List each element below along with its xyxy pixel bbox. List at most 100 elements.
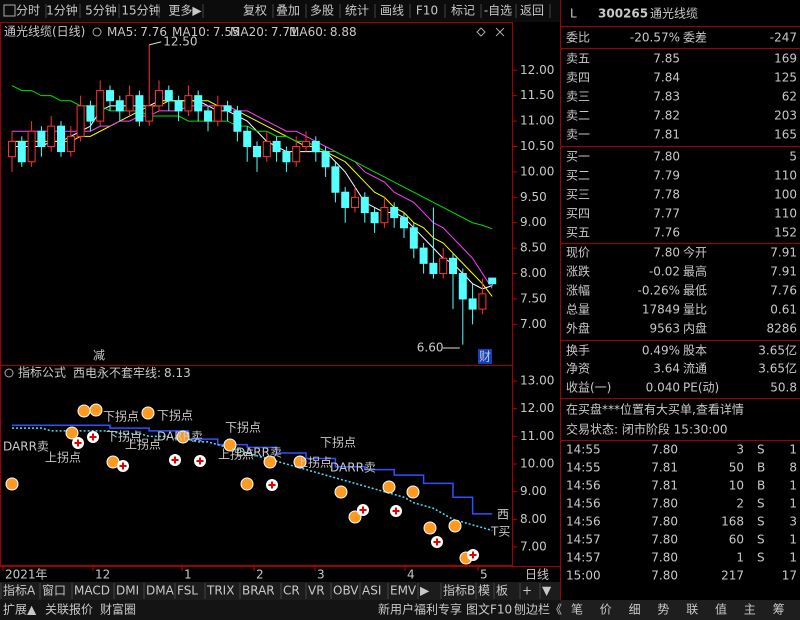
toolbar-button[interactable]: 叠加 xyxy=(276,4,300,18)
indicator-tab[interactable]: DMA xyxy=(146,584,175,598)
quote-tab[interactable]: 笔 xyxy=(571,602,583,617)
candle-body xyxy=(164,90,173,102)
toolbar-button[interactable]: 多股 xyxy=(310,4,334,18)
trade-time: 14:55 xyxy=(566,461,601,475)
stat-value: 7.80 xyxy=(653,246,680,260)
indicator-tab[interactable]: 板 xyxy=(496,584,508,598)
ratio-label: 委比 xyxy=(566,31,590,45)
period-label[interactable]: 日线 xyxy=(525,568,549,582)
quote-tab[interactable]: 联 xyxy=(686,603,698,617)
indicator-tab[interactable]: TRIX xyxy=(206,584,234,598)
trade-count: 17 xyxy=(782,569,797,583)
indicator-tab[interactable]: DMI xyxy=(116,584,139,598)
status-item[interactable]: 关联报价 xyxy=(45,602,93,617)
candle-body xyxy=(253,145,261,158)
stat-label: 量比 xyxy=(683,303,707,317)
toolbar-button[interactable]: 标记 xyxy=(451,4,475,18)
trade-count: 1 xyxy=(789,443,797,457)
trade-time: 14:56 xyxy=(566,479,601,493)
status-item[interactable]: 刨边栏《 xyxy=(514,602,562,617)
signal-label: 下拐点 xyxy=(157,408,193,423)
toolbar-button[interactable]: 分时 xyxy=(16,4,40,18)
signal-label: DARR卖 xyxy=(330,461,376,475)
y-tick-label: 12.00 xyxy=(520,401,554,415)
candle-body xyxy=(449,257,457,275)
indicator-tab[interactable]: EMV xyxy=(390,584,417,598)
status-item[interactable]: 图文F10 xyxy=(466,602,512,617)
book-label: 卖五 xyxy=(566,52,590,66)
book-volume: 5 xyxy=(789,150,797,164)
settings-icon[interactable] xyxy=(92,27,102,37)
indicator-tab[interactable]: MACD xyxy=(74,584,110,598)
candle-body xyxy=(37,130,46,147)
trade-price: 7.80 xyxy=(651,443,678,457)
quote-tab[interactable]: 值 xyxy=(715,602,727,617)
candle-body xyxy=(292,145,301,163)
buy-plus xyxy=(171,456,179,464)
quote-tab[interactable]: 细 xyxy=(629,603,641,617)
indicator-tab[interactable]: + xyxy=(522,584,532,598)
status-item[interactable]: 新用户福利专享 xyxy=(378,602,462,617)
quote-tab[interactable]: 价 xyxy=(600,603,612,617)
event-mark: 减 xyxy=(93,349,105,363)
indicator-tab[interactable]: 指标B xyxy=(443,583,475,598)
candle-body xyxy=(311,140,320,153)
window-icons[interactable] xyxy=(476,27,505,37)
trade-time: 14:55 xyxy=(566,443,601,457)
toolbar-button[interactable]: 复权 xyxy=(243,4,267,18)
indicator-tab[interactable]: 模 xyxy=(478,584,490,598)
indicator-tab[interactable]: ▼ xyxy=(542,584,552,598)
trade-side: S xyxy=(757,497,765,511)
book-label: 卖三 xyxy=(566,90,590,104)
quote-tab[interactable]: 主 xyxy=(744,603,756,617)
candle-body xyxy=(390,206,399,219)
toolbar-button[interactable]: 1分钟 xyxy=(46,3,78,18)
indicator-tab[interactable]: CR xyxy=(283,584,300,598)
toolbar-button[interactable]: 返回 xyxy=(520,4,544,18)
status-item[interactable]: 财富圈 xyxy=(100,602,136,617)
ma-line xyxy=(12,100,493,290)
quote-tab[interactable]: 势 xyxy=(657,603,669,617)
stat-value: 7.91 xyxy=(770,265,797,279)
y-tick-label: 9.00 xyxy=(520,484,547,498)
toolbar-button[interactable]: 15分钟 xyxy=(121,3,160,18)
y-tick-label: 13.00 xyxy=(520,374,554,388)
notice[interactable]: 在买盘***位置有大买单,查看详情 xyxy=(566,402,744,417)
toolbar-button[interactable]: 5分钟 xyxy=(85,3,117,18)
tabs-bg xyxy=(0,582,560,600)
y-tick-label: 7.00 xyxy=(520,540,547,554)
indicator-tab[interactable]: ▶ xyxy=(420,584,430,598)
indicator-tab[interactable]: BRAR xyxy=(242,584,275,598)
toolbar-button[interactable]: -自选 xyxy=(484,4,512,18)
indicator-tab[interactable]: 指标A xyxy=(3,583,36,598)
candle-body xyxy=(341,191,350,208)
book-price: 7.77 xyxy=(653,207,680,221)
stat-label: 今开 xyxy=(683,245,707,260)
signal-label: DARR卖 xyxy=(3,440,49,454)
trade-time: 14:56 xyxy=(566,515,601,529)
toolbar-button[interactable]: 画线 xyxy=(380,4,404,18)
toolbar-button[interactable]: 更多▶ xyxy=(168,4,202,18)
trade-volume: 60 xyxy=(729,533,744,547)
indicator-tab[interactable]: ASI xyxy=(362,584,381,598)
trade-side: S xyxy=(757,515,765,529)
quote-tab[interactable]: 筹 xyxy=(773,603,785,617)
status-item[interactable]: 扩展▲ xyxy=(3,603,37,617)
indicator-tab[interactable]: OBV xyxy=(333,584,359,598)
book-label: 卖四 xyxy=(566,71,590,85)
trade-time: 14:57 xyxy=(566,533,601,547)
indicator-tab[interactable]: FSL xyxy=(177,584,198,598)
stat-label: 最低 xyxy=(683,284,707,298)
toolbar-button[interactable]: 统计 xyxy=(345,4,369,18)
indicator-tab[interactable]: VR xyxy=(308,584,325,598)
candle-body xyxy=(57,125,65,153)
book-price: 7.85 xyxy=(653,52,680,66)
toolbar-button[interactable]: F10 xyxy=(416,4,438,18)
collapse-icon[interactable] xyxy=(4,368,14,378)
dot-line xyxy=(12,427,493,532)
book-volume: 165 xyxy=(774,128,797,142)
signal-label: 下拐点 xyxy=(106,429,142,444)
stat-value: 17849 xyxy=(642,303,680,317)
book-label: 卖二 xyxy=(566,109,590,123)
indicator-tab[interactable]: 窗口 xyxy=(42,584,66,598)
